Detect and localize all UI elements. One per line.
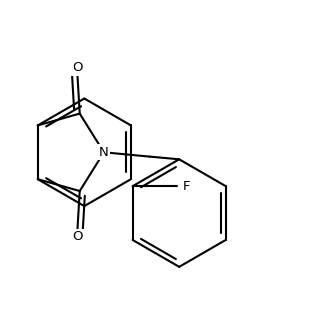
Text: N: N: [99, 146, 109, 159]
Text: O: O: [72, 61, 82, 74]
Text: F: F: [183, 180, 190, 193]
Text: O: O: [72, 230, 82, 243]
